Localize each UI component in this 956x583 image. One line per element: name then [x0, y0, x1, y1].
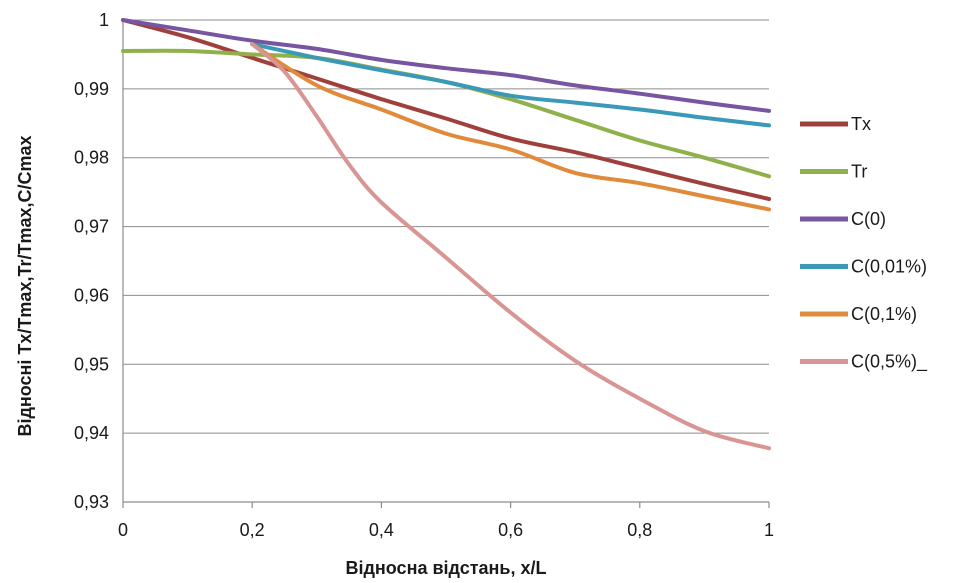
legend-label: C(0) [851, 209, 886, 229]
legend: Tx Tr C(0) C(0,01%) C(0,1%) C(0,5%)_ [800, 114, 928, 373]
series-line-c-0-01 [250, 42, 771, 128]
series-line-tx [121, 18, 771, 201]
series-line-c-0-1 [250, 42, 771, 212]
y-tick-label: 0,94 [74, 423, 109, 443]
legend-label: C(0,1%) [851, 304, 917, 324]
y-tick-label: 0,96 [74, 285, 109, 305]
legend-label: C(0,01%) [851, 257, 927, 277]
y-tick-label: 0,98 [74, 148, 109, 168]
y-tick-label: 1 [99, 10, 109, 30]
y-tick-label: 0,95 [74, 354, 109, 374]
x-tick-label: 0 [118, 520, 128, 540]
x-tick-label: 1 [764, 520, 774, 540]
y-tick-label: 0,99 [74, 79, 109, 99]
y-tick-label: 0,93 [74, 492, 109, 512]
y-tick-label: 0,97 [74, 217, 109, 237]
legend-label: C(0,5%)_ [851, 352, 928, 373]
x-tick-label: 0,2 [240, 520, 265, 540]
series-line-c-0 [121, 18, 771, 113]
axes [122, 20, 770, 508]
x-tick-label: 0,8 [627, 520, 652, 540]
x-tick-label: 0,6 [498, 520, 523, 540]
legend-label: Tr [851, 162, 867, 182]
x-tick-label: 0,4 [369, 520, 394, 540]
series-lines [121, 18, 771, 451]
legend-label: Tx [851, 114, 871, 134]
y-axis-title: Відносні Tx/Tmax,Tr/Tmax,C/Cmax [15, 135, 35, 436]
series-line-c-0-5 [250, 42, 771, 451]
x-axis-title: Відносна відстань, x/L [346, 558, 547, 578]
grid-lines [123, 19, 769, 434]
tick-labels: 0,93 0,94 0,95 0,96 0,97 0,98 0,99 1 0 0,2 0,4 0,6 0… [74, 10, 774, 540]
